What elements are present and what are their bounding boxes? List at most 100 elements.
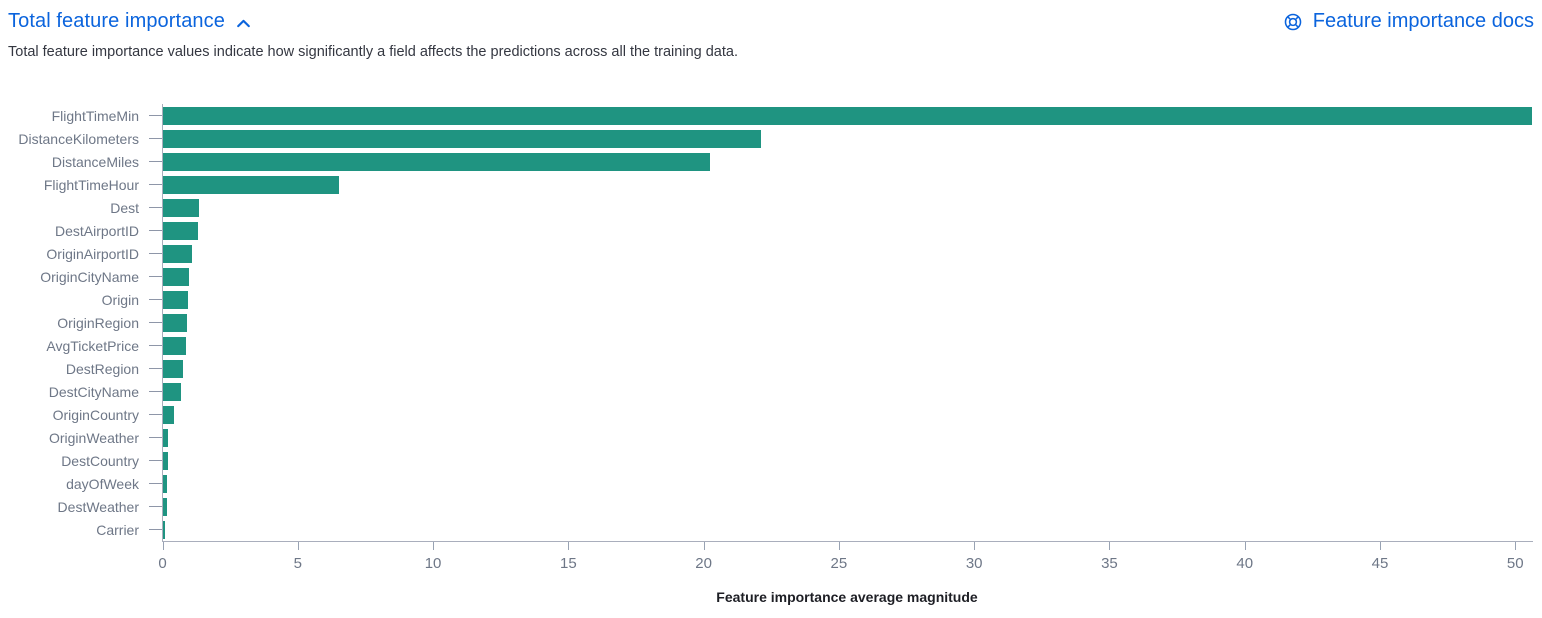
x-tick-label: 35 xyxy=(1101,555,1118,572)
help-lifering-icon xyxy=(1284,13,1302,30)
bar-dayOfWeek xyxy=(163,474,168,493)
chart-row-DestCountry: DestCountry xyxy=(0,449,1542,472)
chart-rows: FlightTimeMin DistanceKilometers DistanceM… xyxy=(0,104,1542,541)
feature-importance-docs-link[interactable]: Feature importance docs xyxy=(1282,10,1534,33)
chart-row-Dest: Dest xyxy=(0,196,1542,219)
y-tick-mark xyxy=(149,414,162,415)
category-label: OriginWeather xyxy=(48,429,139,446)
x-tick-mark xyxy=(297,542,299,550)
bar-track xyxy=(162,518,1542,541)
category-label: AvgTicketPrice xyxy=(46,337,139,354)
bar-track xyxy=(162,173,1542,196)
x-tick-label: 20 xyxy=(695,555,712,572)
bar-track xyxy=(162,150,1542,173)
category-label: Origin xyxy=(101,291,139,308)
bar-OriginWeather xyxy=(163,428,169,447)
bar-Carrier xyxy=(163,520,165,539)
category-label: OriginCityName xyxy=(40,268,139,285)
y-tick-mark xyxy=(149,138,162,139)
category-label: dayOfWeek xyxy=(66,475,139,492)
bar-OriginAirportID xyxy=(163,244,192,263)
chart-row-OriginCityName: OriginCityName xyxy=(0,265,1542,288)
chevron-up-icon xyxy=(237,19,250,27)
category-label: DestRegion xyxy=(65,360,139,377)
x-tick-label: 5 xyxy=(293,555,302,572)
y-tick-mark xyxy=(149,299,162,300)
bar-DestWeather xyxy=(163,497,167,516)
y-axis-line xyxy=(162,104,163,542)
x-tick-mark xyxy=(1244,542,1246,550)
chart-row-DestAirportID: DestAirportID xyxy=(0,219,1542,242)
chart-row-FlightTimeMin: FlightTimeMin xyxy=(0,104,1542,127)
x-tick-label: 50 xyxy=(1506,555,1524,572)
category-label: DestAirportID xyxy=(54,222,139,239)
category-label: OriginRegion xyxy=(57,314,139,331)
panel-description: Total feature importance values indicate… xyxy=(8,44,738,60)
chart-row-Origin: Origin xyxy=(0,288,1542,311)
chart-row-DestCityName: DestCityName xyxy=(0,380,1542,403)
bar-track xyxy=(162,127,1542,150)
category-label: DestWeather xyxy=(57,498,139,515)
x-tick-label: 0 xyxy=(158,555,167,572)
y-tick-mark xyxy=(149,322,162,323)
chart-row-OriginWeather: OriginWeather xyxy=(0,426,1542,449)
category-label: OriginAirportID xyxy=(46,245,139,262)
y-tick-mark xyxy=(149,161,162,162)
bar-DistanceKilometers xyxy=(163,129,761,148)
y-tick-mark xyxy=(149,207,162,208)
x-tick-mark xyxy=(1109,542,1111,550)
bar-DestCityName xyxy=(163,382,181,401)
category-label: DistanceMiles xyxy=(51,153,139,170)
bar-track xyxy=(162,196,1542,219)
category-label: OriginCountry xyxy=(52,406,139,423)
chart-row-OriginRegion: OriginRegion xyxy=(0,311,1542,334)
bar-DestRegion xyxy=(163,359,184,378)
bar-Dest xyxy=(163,198,199,217)
x-tick-label: 40 xyxy=(1236,555,1254,572)
category-label: DestCityName xyxy=(48,383,139,400)
y-tick-mark xyxy=(149,506,162,507)
bar-track xyxy=(162,403,1542,426)
accordion-toggle-button[interactable]: Total feature importance xyxy=(8,10,252,33)
bar-track xyxy=(162,265,1542,288)
category-label: FlightTimeMin xyxy=(51,107,139,124)
docs-link-label: Feature importance docs xyxy=(1312,10,1534,32)
feature-importance-chart: FlightTimeMin DistanceKilometers DistanceM… xyxy=(0,104,1542,618)
x-axis-line xyxy=(162,541,1533,542)
y-tick-mark xyxy=(149,483,162,484)
y-tick-mark xyxy=(149,345,162,346)
chart-row-OriginAirportID: OriginAirportID xyxy=(0,242,1542,265)
y-tick-mark xyxy=(149,276,162,277)
bar-track xyxy=(162,426,1542,449)
x-tick-mark xyxy=(974,542,976,550)
y-tick-mark xyxy=(149,115,162,116)
x-tick-mark xyxy=(162,542,164,550)
bar-track xyxy=(162,219,1542,242)
x-tick-label: 15 xyxy=(559,555,577,572)
bar-track xyxy=(162,472,1542,495)
x-tick-label: 30 xyxy=(965,555,983,572)
bar-FlightTimeHour xyxy=(163,175,339,194)
category-label: Dest xyxy=(110,199,139,216)
y-tick-mark xyxy=(149,460,162,461)
chart-row-DistanceKilometers: DistanceKilometers xyxy=(0,127,1542,150)
x-tick-mark xyxy=(1379,542,1381,550)
x-tick-label: 10 xyxy=(424,555,442,572)
chart-row-FlightTimeHour: FlightTimeHour xyxy=(0,173,1542,196)
bar-track xyxy=(162,311,1542,334)
y-tick-mark xyxy=(149,230,162,231)
x-tick-mark xyxy=(433,542,435,550)
chart-row-OriginCountry: OriginCountry xyxy=(0,403,1542,426)
bar-track xyxy=(162,242,1542,265)
bar-FlightTimeMin xyxy=(163,106,1532,125)
bar-OriginCityName xyxy=(163,267,190,286)
category-label: FlightTimeHour xyxy=(43,176,139,193)
x-axis-title: Feature importance average magnitude xyxy=(716,589,978,605)
y-tick-mark xyxy=(149,437,162,438)
bar-Origin xyxy=(163,290,188,309)
bar-track xyxy=(162,104,1542,127)
bar-DestAirportID xyxy=(163,221,199,240)
chart-row-DistanceMiles: DistanceMiles xyxy=(0,150,1542,173)
panel-title: Total feature importance xyxy=(8,10,225,32)
y-tick-mark xyxy=(149,529,162,530)
